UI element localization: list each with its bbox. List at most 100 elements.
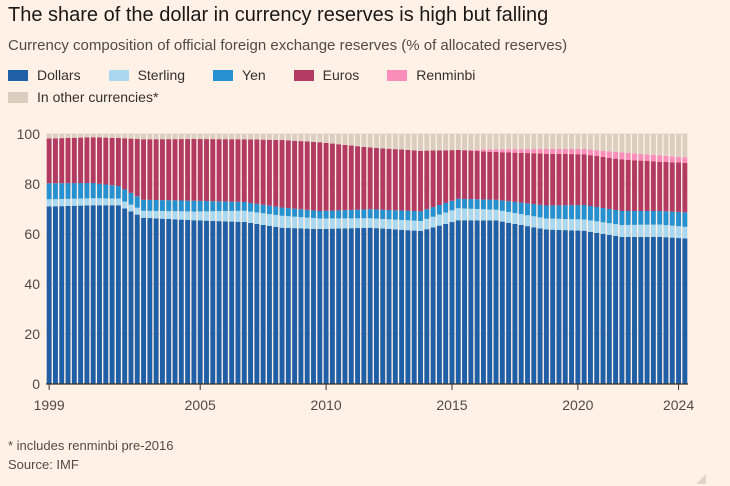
bar-segment xyxy=(430,207,436,217)
bar-segment xyxy=(147,139,153,200)
bar-segment xyxy=(600,222,606,234)
bar-segment xyxy=(682,157,688,163)
bar-segment xyxy=(525,203,530,216)
bar-segment xyxy=(59,206,65,384)
bar-group xyxy=(657,134,663,384)
bar-segment xyxy=(663,162,669,212)
bar-segment xyxy=(380,148,386,210)
bar-segment xyxy=(418,134,423,151)
bar-segment xyxy=(386,210,392,220)
bar-segment xyxy=(386,219,392,229)
bar-group xyxy=(185,134,191,384)
x-tick-label: 2010 xyxy=(311,397,342,413)
bar-segment xyxy=(606,134,612,152)
bar-segment xyxy=(594,156,600,207)
bar-segment xyxy=(185,200,191,212)
bar-segment xyxy=(84,183,90,199)
legend-item-in-other-currencies: In other currencies* xyxy=(8,88,158,106)
bar-group xyxy=(241,134,247,384)
bar-segment xyxy=(399,210,405,220)
bar-segment xyxy=(115,134,121,138)
bar-segment xyxy=(197,139,203,201)
bar-group xyxy=(575,134,581,384)
bar-segment xyxy=(59,198,65,207)
bar-segment xyxy=(166,200,172,212)
bar-group xyxy=(222,134,228,384)
bar-segment xyxy=(650,154,656,162)
bar-group xyxy=(109,134,115,384)
bar-segment xyxy=(663,134,669,156)
bar-segment xyxy=(248,222,254,384)
bar-segment xyxy=(222,134,228,140)
bar-segment xyxy=(292,134,298,141)
bar-segment xyxy=(204,211,209,221)
bar-group xyxy=(518,134,524,384)
bar-segment xyxy=(317,218,323,229)
bar-segment xyxy=(399,229,405,384)
bar-segment xyxy=(166,211,172,219)
bar-segment xyxy=(537,149,543,154)
bar-segment xyxy=(480,134,486,150)
chart-subtitle: Currency composition of official foreign… xyxy=(8,37,568,54)
bar-segment xyxy=(556,153,562,206)
bar-segment xyxy=(84,137,90,184)
bar-segment xyxy=(46,199,52,207)
bar-segment xyxy=(606,234,612,384)
bar-segment xyxy=(311,141,316,211)
bar-segment xyxy=(78,205,84,384)
bar-group xyxy=(650,134,656,384)
bar-segment xyxy=(632,211,637,225)
legend-label: Sterling xyxy=(137,67,186,83)
legend-label: Euros xyxy=(322,67,360,83)
bar-segment xyxy=(594,134,600,151)
bar-segment xyxy=(405,210,411,221)
bar-segment xyxy=(46,138,52,184)
bar-segment xyxy=(506,201,512,212)
bar-segment xyxy=(342,134,348,145)
bar-group xyxy=(97,134,102,384)
bar-segment xyxy=(103,137,109,185)
bar-segment xyxy=(436,214,442,226)
bar-segment xyxy=(273,206,279,215)
bar-segment xyxy=(147,199,153,211)
bar-segment xyxy=(550,218,556,230)
bar-segment xyxy=(260,204,266,214)
bar-segment xyxy=(638,160,644,211)
bar-segment xyxy=(676,238,682,384)
bar-segment xyxy=(222,201,228,212)
bar-segment xyxy=(65,198,71,206)
bar-group xyxy=(210,134,216,384)
bar-segment xyxy=(241,139,247,202)
bar-segment xyxy=(392,210,398,220)
bar-segment xyxy=(386,134,392,149)
bar-group xyxy=(600,134,606,384)
bar-segment xyxy=(323,142,329,211)
bar-segment xyxy=(594,221,600,233)
bar-segment xyxy=(638,224,644,237)
bar-segment xyxy=(380,209,386,219)
bar-segment xyxy=(78,137,84,184)
bar-group xyxy=(134,134,140,384)
bar-segment xyxy=(493,220,499,384)
bar-segment xyxy=(84,198,90,206)
bar-group xyxy=(197,134,203,384)
bar-segment xyxy=(367,147,373,210)
bar-segment xyxy=(178,219,184,384)
bar-group xyxy=(204,134,209,384)
bar-segment xyxy=(323,134,329,143)
bar-segment xyxy=(682,226,688,239)
bar-segment xyxy=(625,224,631,237)
bar-segment xyxy=(676,156,682,163)
bar-segment xyxy=(65,134,71,138)
bar-group xyxy=(292,134,298,384)
bar-segment xyxy=(367,227,373,384)
bar-segment xyxy=(392,219,398,230)
bar-segment xyxy=(632,153,637,161)
bar-segment xyxy=(449,200,455,211)
bar-group xyxy=(556,134,562,384)
bar-segment xyxy=(543,229,549,384)
bar-segment xyxy=(625,134,631,153)
bar-group xyxy=(78,134,84,384)
bar-segment xyxy=(556,229,562,384)
bar-segment xyxy=(134,214,140,384)
